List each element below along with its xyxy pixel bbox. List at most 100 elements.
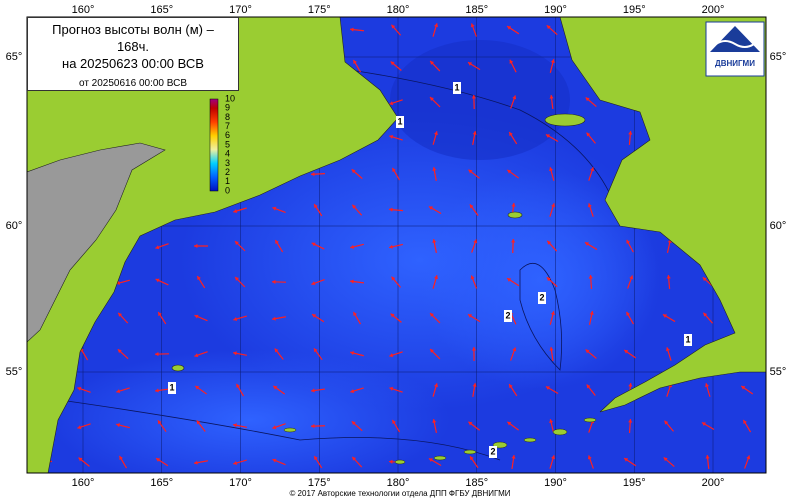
colorbar-label: 9	[225, 103, 230, 113]
contour-label: 1	[685, 334, 690, 344]
map-frame	[26, 16, 767, 474]
arrow-head	[116, 389, 121, 394]
arrow-head	[434, 23, 438, 28]
colorbar	[209, 98, 219, 192]
arrow-head	[705, 455, 710, 459]
colorbar-label: 4	[225, 149, 230, 159]
arrow-head	[586, 384, 591, 389]
arrow-head	[663, 457, 668, 462]
arrow-head	[272, 279, 276, 284]
arrow-head	[472, 383, 477, 387]
arrow-head	[389, 386, 394, 391]
arrow-head	[549, 95, 554, 99]
arrow-head	[473, 239, 478, 244]
arrow-head	[629, 275, 634, 280]
logo-mark	[710, 26, 760, 52]
arrow-head	[746, 455, 751, 460]
arrow-head	[470, 275, 475, 280]
arrow-head	[351, 169, 356, 174]
lat-label: 65°	[770, 51, 787, 63]
arrow-head	[507, 421, 512, 426]
arrow-head	[701, 422, 706, 426]
arrow-head	[389, 244, 393, 249]
arrow-head	[471, 347, 477, 351]
lon-label: 180°	[387, 477, 410, 489]
arrow-head	[624, 458, 629, 462]
arrow-head	[311, 388, 315, 393]
arrow-head	[350, 279, 354, 284]
contour-label: 2	[539, 292, 544, 302]
lat-label: 65°	[6, 51, 23, 63]
arrow-head	[233, 460, 238, 465]
arrow-head	[272, 206, 277, 211]
arrow-head	[509, 384, 513, 389]
lon-label: 195°	[623, 477, 646, 489]
sea-shade	[390, 40, 570, 160]
arrow-head	[389, 134, 394, 139]
contour	[519, 263, 563, 371]
arrow-head	[155, 352, 159, 357]
arrow-head	[550, 311, 555, 316]
aleutians	[283, 417, 597, 465]
arrow-head	[550, 59, 555, 64]
arrow-head	[233, 316, 238, 321]
arrow-head	[432, 239, 437, 243]
arrow-head	[350, 389, 355, 394]
arrow-head	[584, 242, 589, 246]
contour-label-bg	[168, 382, 176, 394]
arrow-head	[429, 97, 434, 101]
arrow-head	[117, 349, 122, 354]
arrow-head	[311, 242, 316, 247]
contour-label: 1	[169, 382, 174, 392]
arrow-head	[432, 419, 437, 423]
arrow-head	[233, 209, 238, 213]
arrow-head	[390, 61, 395, 66]
arrow-head	[314, 204, 318, 209]
arrow-head	[389, 459, 393, 464]
arrow-head	[511, 455, 516, 459]
colorbar-label: 6	[225, 130, 230, 140]
lat-label: 60°	[770, 220, 787, 232]
arrow-head	[77, 386, 82, 391]
arrow-head	[314, 456, 318, 461]
contour	[349, 69, 621, 221]
contour-label-bg	[453, 82, 461, 94]
arrow-head	[664, 420, 669, 425]
arrow-head	[350, 351, 355, 356]
arrow-head	[391, 24, 396, 29]
arrow-head	[545, 386, 550, 390]
arrow-head	[468, 421, 473, 426]
land	[559, 17, 766, 413]
land-outside	[27, 142, 166, 343]
arrow-head	[194, 243, 198, 249]
lon-label: 190°	[544, 477, 567, 489]
arrow-head	[628, 383, 633, 387]
colorbar-label: 5	[225, 139, 230, 149]
arrow-head	[626, 239, 631, 244]
arrow-head	[272, 458, 277, 463]
arrow-head	[702, 277, 707, 282]
lon-label: 200°	[702, 477, 725, 489]
arrow-head	[587, 203, 592, 208]
colorbar-label: 0	[225, 185, 230, 195]
arrow-head	[194, 353, 199, 358]
arrow-head	[157, 420, 162, 425]
arrow-head	[507, 278, 512, 282]
logo: ДВНИГМИ	[705, 21, 765, 77]
arrow-head	[312, 314, 317, 318]
arrow-head	[589, 311, 594, 315]
contour-label-bg	[504, 310, 512, 322]
arrow-head	[470, 456, 474, 461]
arrow-head	[743, 419, 747, 424]
island	[507, 211, 523, 219]
arrow-head	[430, 313, 434, 317]
arrow-head	[551, 203, 556, 208]
arrow-head	[511, 203, 516, 207]
colorbar-label: 2	[225, 167, 230, 177]
arrow-head	[236, 383, 240, 388]
land	[27, 17, 399, 473]
title-box: Прогноз высоты волн (м) – 168ч. на 20250…	[27, 17, 239, 91]
